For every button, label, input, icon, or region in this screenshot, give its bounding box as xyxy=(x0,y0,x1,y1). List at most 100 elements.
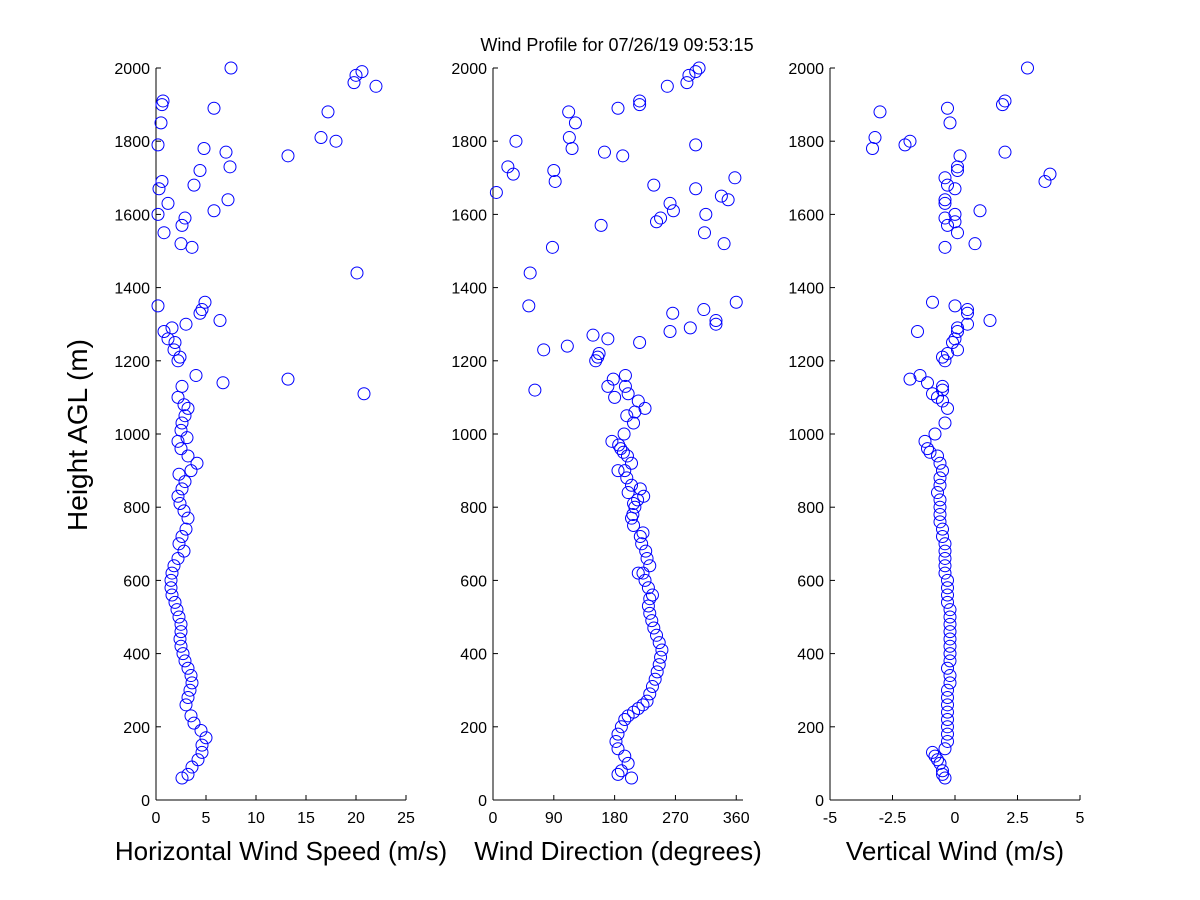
data-point xyxy=(177,398,191,412)
data-point xyxy=(943,116,957,130)
data-point xyxy=(1043,167,1057,181)
data-point xyxy=(650,665,664,679)
data-point xyxy=(998,94,1012,108)
data-point xyxy=(633,482,647,496)
data-point xyxy=(187,716,201,730)
data-point xyxy=(941,401,954,415)
data-point xyxy=(355,65,369,79)
data-point xyxy=(968,237,982,251)
data-point xyxy=(537,343,551,357)
data-point xyxy=(151,299,165,313)
data-point xyxy=(174,442,188,456)
data-point xyxy=(926,745,939,759)
data-point xyxy=(941,698,954,712)
data-point xyxy=(961,317,974,331)
data-point xyxy=(941,705,954,719)
x-tick-label: 0 xyxy=(489,810,498,827)
data-point xyxy=(631,566,645,580)
data-point xyxy=(174,639,188,653)
data-point xyxy=(666,204,680,218)
x-axis-label: Vertical Wind (m/s) xyxy=(846,836,1064,866)
data-point xyxy=(637,489,651,503)
y-tick-label: 0 xyxy=(815,793,824,810)
data-point xyxy=(652,636,666,650)
y-tick-label: 0 xyxy=(141,793,150,810)
data-point xyxy=(647,178,661,192)
x-tick-label: 2.5 xyxy=(1006,810,1028,827)
data-point xyxy=(643,606,657,620)
data-point xyxy=(167,343,181,357)
data-point xyxy=(195,738,209,752)
data-point xyxy=(948,299,962,313)
data-point xyxy=(943,676,957,690)
data-point xyxy=(682,68,696,82)
data-point xyxy=(620,471,634,485)
data-point xyxy=(611,727,625,741)
data-point xyxy=(911,325,924,339)
data-point xyxy=(636,566,650,580)
data-point xyxy=(928,749,942,763)
data-point xyxy=(951,163,964,177)
data-point xyxy=(179,317,193,331)
data-point xyxy=(641,581,655,595)
data-point xyxy=(998,145,1012,159)
data-point xyxy=(666,306,680,320)
data-point xyxy=(697,226,711,240)
y-tick-label: 800 xyxy=(460,500,487,517)
x-tick-label: -2.5 xyxy=(879,810,907,827)
data-point xyxy=(647,621,661,635)
data-point xyxy=(631,702,645,715)
data-point xyxy=(181,511,195,525)
x-tick-label: 270 xyxy=(662,810,689,827)
data-point xyxy=(933,515,947,529)
data-point xyxy=(931,486,944,500)
data-point xyxy=(545,240,559,254)
y-tick-label: 2000 xyxy=(114,61,150,78)
data-point xyxy=(185,676,199,690)
data-point xyxy=(185,760,199,774)
data-point xyxy=(625,456,639,470)
x-tick-label: 360 xyxy=(723,810,750,827)
data-point xyxy=(948,215,962,229)
data-point xyxy=(176,647,190,661)
y-tick-label: 1600 xyxy=(114,207,150,224)
data-point xyxy=(191,753,205,767)
data-point xyxy=(938,354,952,368)
x-tick-label: 10 xyxy=(247,810,265,827)
data-point xyxy=(943,625,957,639)
data-point xyxy=(692,61,706,75)
data-point xyxy=(941,661,954,675)
data-point xyxy=(179,522,193,536)
data-point xyxy=(943,669,957,683)
data-point xyxy=(151,138,165,152)
data-point xyxy=(943,617,957,631)
data-point xyxy=(172,537,186,551)
data-point xyxy=(636,698,650,712)
data-point xyxy=(568,116,582,130)
data-point xyxy=(171,390,185,404)
data-point xyxy=(996,98,1009,112)
data-point xyxy=(926,295,939,309)
data-point xyxy=(943,654,957,668)
data-point xyxy=(592,346,606,360)
data-point xyxy=(172,610,186,624)
data-point xyxy=(193,306,207,320)
data-point xyxy=(933,456,947,470)
data-point xyxy=(654,211,668,225)
data-point xyxy=(548,174,562,188)
data-point xyxy=(522,299,536,313)
data-point xyxy=(626,508,640,522)
data-point xyxy=(509,134,523,148)
data-point xyxy=(938,240,952,254)
y-tick-label: 1200 xyxy=(788,354,824,371)
data-point xyxy=(983,314,997,328)
data-point xyxy=(921,376,934,390)
data-point xyxy=(953,149,967,163)
data-point xyxy=(680,76,694,90)
data-point xyxy=(941,691,954,705)
data-point xyxy=(643,559,657,573)
x-tick-label: 15 xyxy=(297,810,315,827)
data-point xyxy=(223,160,237,174)
data-point xyxy=(618,712,632,726)
